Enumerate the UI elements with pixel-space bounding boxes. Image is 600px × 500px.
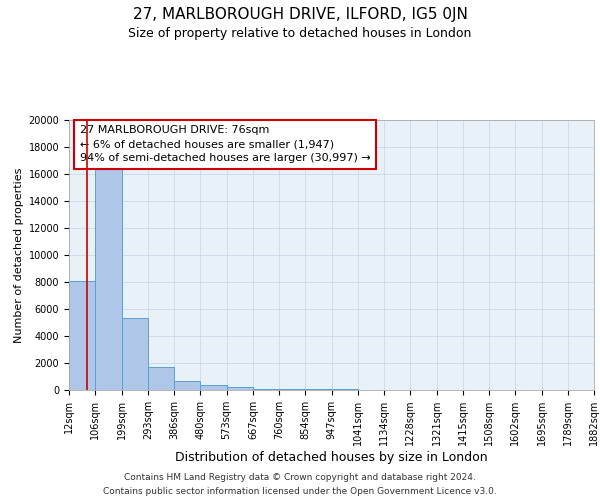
Bar bbox=[227, 388, 253, 390]
Bar bbox=[279, 389, 305, 390]
Bar bbox=[253, 388, 279, 390]
Bar bbox=[148, 367, 174, 390]
Bar bbox=[69, 280, 95, 390]
Bar bbox=[95, 164, 121, 390]
Bar bbox=[200, 386, 227, 390]
Text: Contains HM Land Registry data © Crown copyright and database right 2024.: Contains HM Land Registry data © Crown c… bbox=[124, 472, 476, 482]
X-axis label: Distribution of detached houses by size in London: Distribution of detached houses by size … bbox=[175, 451, 488, 464]
Bar bbox=[121, 318, 148, 390]
Y-axis label: Number of detached properties: Number of detached properties bbox=[14, 168, 25, 342]
Text: 27, MARLBOROUGH DRIVE, ILFORD, IG5 0JN: 27, MARLBOROUGH DRIVE, ILFORD, IG5 0JN bbox=[133, 8, 467, 22]
Bar bbox=[174, 380, 200, 390]
Text: 27 MARLBOROUGH DRIVE: 76sqm
← 6% of detached houses are smaller (1,947)
94% of s: 27 MARLBOROUGH DRIVE: 76sqm ← 6% of deta… bbox=[79, 126, 370, 164]
Text: Contains public sector information licensed under the Open Government Licence v3: Contains public sector information licen… bbox=[103, 486, 497, 496]
Text: Size of property relative to detached houses in London: Size of property relative to detached ho… bbox=[128, 28, 472, 40]
